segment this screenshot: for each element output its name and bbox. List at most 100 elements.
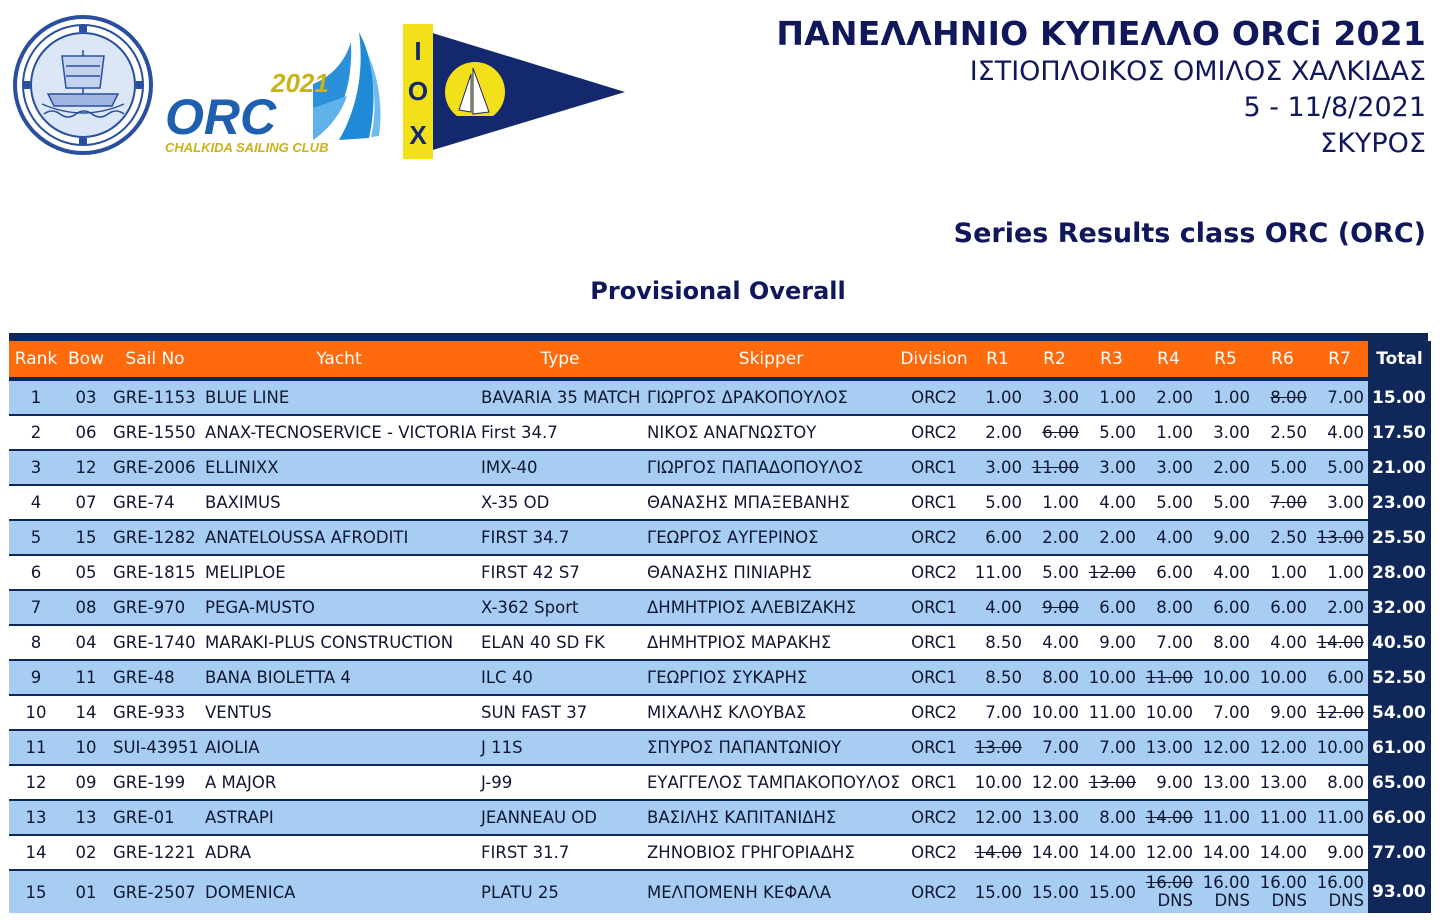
sail-no-cell: GRE-1282 [109,519,201,555]
logo-orc-text: ORC [165,89,277,145]
logo-year: 2021 [270,68,329,98]
results-body: 1 03 GRE-1153 BLUE LINE BAVARIA 35 MATCH ΓΙΩΡ… [9,377,1431,913]
rank-cell: 1 [9,377,63,415]
race-score-cell: 1.00 [1254,554,1311,590]
race-score-cell: 10.00 [1083,659,1140,695]
race-score: 5.00 [1099,423,1136,442]
race-score: 13.00 [1031,808,1079,827]
race-score-cell: 7.00 [1254,484,1311,520]
race-score-cell: 10.00 [1140,694,1197,730]
race-score: 4.00 [1099,493,1136,512]
race-score: 6.00 [1270,598,1307,617]
sail-no-cell: GRE-1740 [109,624,201,660]
race-score: 12.00 [1088,563,1136,582]
race-score-cell: 15.00 [1026,869,1083,913]
race-score-cell: 7.00 [969,694,1026,730]
race-score-cell: 1.00 [1083,377,1140,415]
race-score: 11.00 [1259,808,1307,827]
race-score: 8.00 [1213,633,1250,652]
skipper-cell: ΘΑΝΑΣΗΣ ΠΙΝΙΑΡΗΣ [643,554,899,590]
total-cell: 65.00 [1368,764,1431,800]
division-cell: ORC1 [899,729,969,765]
bow-cell: 01 [63,869,109,913]
race-score: 10.00 [974,773,1022,792]
rank-cell: 2 [9,414,63,450]
race-score: 10.00 [1259,668,1307,687]
skipper-cell: ΝΙΚΟΣ ΑΝΑΓΝΩΣΤΟΥ [643,414,899,450]
race-score: 13.00 [1088,773,1136,792]
type-cell: JEANNEAU OD [477,799,643,835]
table-row: 13 13 GRE-01 ASTRAPI JEANNEAU OD ΒΑΣΙΛΗΣ ΚΑΠΙ… [9,799,1431,835]
sail-no-cell: GRE-01 [109,799,201,835]
event-title: ΠΑΝΕΛΛΗΝΙΟ ΚΥΠΕΛΛΟ ORCi 2021 [776,14,1426,53]
table-row: 14 02 GRE-1221 ADRA FIRST 31.7 ΖΗΝΟΒΙΟΣ ΓΡΗΓΟ… [9,834,1431,870]
total-cell: 15.00 [1368,377,1431,415]
race-score-cell: 13.00 [1197,764,1254,800]
race-score-cell: 8.00 [1026,659,1083,695]
race-score-cell: 9.00 [1026,589,1083,625]
race-note: DNS [1328,891,1364,910]
yacht-cell: MARAKI-PLUS CONSTRUCTION [201,624,477,660]
race-score-cell: 9.00 [1311,834,1368,870]
yacht-cell: VENTUS [201,694,477,730]
bow-cell: 10 [63,729,109,765]
race-score: 12.00 [1145,843,1193,862]
race-score-cell: 1.00 [1197,377,1254,415]
event-venue: ΣΚΥΡΟΣ [1320,128,1426,159]
race-score-cell: 14.00 [1254,834,1311,870]
race-score: 16.00 [1316,873,1364,892]
race-score: 9.00 [1213,528,1250,547]
race-score-cell: 10.00 [1254,659,1311,695]
column-header-r4: R4 [1140,341,1197,379]
rank-cell: 11 [9,729,63,765]
pennant-letter-1: Ι [414,36,421,66]
division-cell: ORC2 [899,869,969,913]
total-cell: 40.50 [1368,624,1431,660]
race-score: 6.00 [1213,598,1250,617]
race-score-cell: 11.00 [1254,799,1311,835]
race-score-cell: 12.00 [1197,729,1254,765]
race-score: 5.00 [1042,563,1079,582]
race-score: 9.00 [1042,598,1079,617]
race-note: DNS [1157,891,1193,910]
race-score-cell: 12.00 [1254,729,1311,765]
race-score-cell: 11.00 [1026,449,1083,485]
race-score: 6.00 [985,528,1022,547]
race-score: 10.00 [1316,738,1364,757]
race-score-cell: 1.00 [969,377,1026,415]
race-score-cell: 13.00 [1311,519,1368,555]
race-score-cell: 14.00 [1197,834,1254,870]
table-row: 1 03 GRE-1153 BLUE LINE BAVARIA 35 MATCH ΓΙΩΡ… [9,377,1431,415]
race-score: 4.00 [1042,633,1079,652]
race-score-cell: 11.00 [1311,799,1368,835]
bow-cell: 08 [63,589,109,625]
race-score-cell: 1.00 [1026,484,1083,520]
bow-cell: 06 [63,414,109,450]
table-row: 8 04 GRE-1740 MARAKI-PLUS CONSTRUCTION ELAN … [9,624,1431,660]
total-cell: 21.00 [1368,449,1431,485]
results-table: Rank Bow Sail No Yacht Type Skipper Division R1… [9,341,1431,913]
race-score: 13.00 [1316,528,1364,547]
division-cell: ORC2 [899,377,969,415]
race-score-cell: 2.00 [1197,449,1254,485]
skipper-cell: ΘΑΝΑΣΗΣ ΜΠΑΞΕΒΑΝΗΣ [643,484,899,520]
sail-no-cell: GRE-1550 [109,414,201,450]
table-row: 4 07 GRE-74 BAXIMUS X-35 OD ΘΑΝΑΣΗΣ ΜΠΑΞΕΒΑΝΗ… [9,484,1431,520]
race-score: 7.00 [1213,703,1250,722]
bow-cell: 13 [63,799,109,835]
race-score-cell: 13.00 [969,729,1026,765]
race-score-cell: 5.00 [1140,484,1197,520]
race-score: 2.50 [1270,528,1307,547]
race-score: 13.00 [974,738,1022,757]
race-score: 13.00 [1145,738,1193,757]
race-score: 15.00 [1088,882,1136,902]
series-title: Series Results class ORC (ORC) [953,218,1426,249]
type-cell: FIRST 31.7 [477,834,643,870]
race-score: 3.00 [1213,423,1250,442]
race-score: 4.00 [1213,563,1250,582]
sail-no-cell: GRE-933 [109,694,201,730]
total-cell: 28.00 [1368,554,1431,590]
race-score: 8.00 [1327,773,1364,792]
total-cell: 17.50 [1368,414,1431,450]
race-score-cell: 10.00 [969,764,1026,800]
